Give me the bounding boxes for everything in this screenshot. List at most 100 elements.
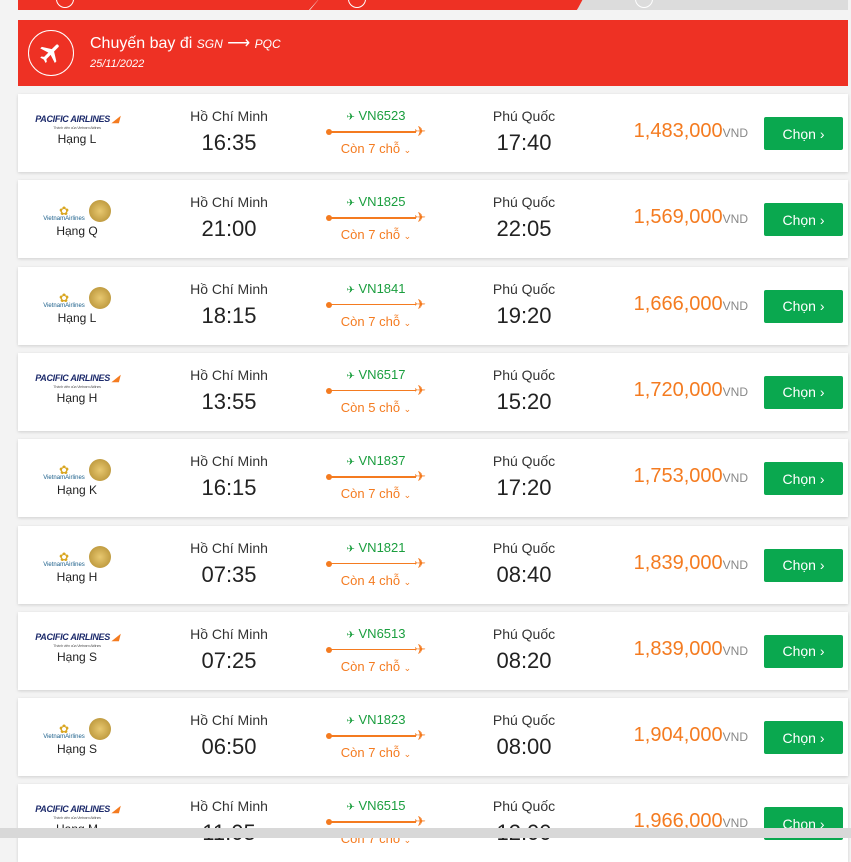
route-line: ✈ <box>326 123 426 139</box>
chevron-right-icon: › <box>819 384 825 401</box>
plane-icon: ✈ <box>346 284 355 296</box>
chevron-down-icon: ⌄ <box>403 749 412 760</box>
seats-dropdown[interactable]: Còn 7 chỗ ⌄ <box>340 313 412 329</box>
fare-class: Hạng H <box>56 390 98 405</box>
arrival-time: 19:20 <box>496 302 552 328</box>
skytrax-seal-icon <box>88 718 111 741</box>
progress-steps <box>18 0 848 10</box>
chevron-down-icon: ⌄ <box>403 662 412 673</box>
chevron-down-icon: ⌄ <box>403 576 412 587</box>
arrival-city: Phú Quốc <box>492 539 556 556</box>
vietnam-airlines-logo: ✿ VietnamAirlines <box>32 718 122 741</box>
departure-city: Hồ Chí Minh <box>190 194 268 211</box>
price: 1,720,000VND <box>633 378 748 401</box>
flight-number: ✈ VN1837 <box>346 453 406 469</box>
plane-icon: ✈ <box>414 209 426 226</box>
route-line: ✈ <box>326 727 426 743</box>
select-flight-button[interactable]: Chọn › <box>764 721 843 755</box>
seats-dropdown[interactable]: Còn 7 chỗ ⌄ <box>340 658 412 674</box>
chevron-right-icon: › <box>819 729 825 746</box>
fare-class: Hạng S <box>56 742 98 757</box>
route-line: ✈ <box>326 209 426 225</box>
seats-dropdown[interactable]: Còn 7 chỗ ⌄ <box>340 745 412 761</box>
arrival-city: Phú Quốc <box>492 453 556 470</box>
fare-class: Hạng K <box>56 483 98 498</box>
flight-number: ✈ VN1841 <box>346 280 406 296</box>
bottom-bar <box>0 828 851 838</box>
flight-number: ✈ VN1823 <box>346 712 406 728</box>
arrival-time: 08:40 <box>496 561 552 587</box>
flight-number: ✈ VN1821 <box>346 539 406 555</box>
plane-icon: ✈ <box>346 543 355 555</box>
chevron-down-icon: ⌄ <box>403 403 412 414</box>
departure-city: Hồ Chí Minh <box>190 712 268 729</box>
select-flight-button[interactable]: Chọn › <box>764 289 843 323</box>
flight-card: PACIFIC AIRLINES ◢ Thành viên của Vietnam… <box>18 352 848 431</box>
plane-icon: ✈ <box>346 457 355 469</box>
plane-icon: ✈ <box>414 813 426 830</box>
chevron-down-icon: ⌄ <box>403 145 412 155</box>
arrival-time: 08:00 <box>496 734 552 760</box>
chevron-right-icon: › <box>819 557 825 573</box>
plane-icon: ✈ <box>414 123 426 139</box>
plane-icon: ✈ <box>414 727 426 744</box>
header-title: Chuyến bay đi SGN ⟶ PQC <box>90 35 281 52</box>
select-flight-button[interactable]: Chọn › <box>764 462 843 496</box>
route-line: ✈ <box>326 813 426 829</box>
plane-icon: ✈ <box>414 468 426 485</box>
plane-icon: ✈ <box>414 381 426 398</box>
chevron-right-icon: › <box>819 125 825 142</box>
flight-number: ✈ VN1825 <box>346 194 406 210</box>
select-flight-button[interactable]: Chọn › <box>764 117 843 150</box>
departure-time: 06:50 <box>201 734 257 760</box>
arrival-time: 17:40 <box>496 130 552 155</box>
seats-dropdown[interactable]: Còn 5 chỗ ⌄ <box>340 399 412 415</box>
vietnam-airlines-logo: ✿ VietnamAirlines <box>32 545 122 568</box>
fare-class: Hạng L <box>57 132 97 146</box>
select-flight-button[interactable]: Chọn › <box>764 634 843 668</box>
departure-time: 16:15 <box>201 475 257 501</box>
departure-time: 21:00 <box>201 216 257 242</box>
skytrax-seal-icon <box>88 545 111 568</box>
departure-city: Hồ Chí Minh <box>190 108 268 124</box>
departure-city: Hồ Chí Minh <box>190 798 268 815</box>
select-flight-button[interactable]: Chọn › <box>764 203 843 237</box>
price: 1,666,000VND <box>633 292 748 315</box>
skytrax-seal-icon <box>88 286 111 309</box>
seats-dropdown[interactable]: Còn 7 chỗ ⌄ <box>340 227 412 243</box>
plane-icon: ✈ <box>414 295 426 312</box>
price: 1,753,000VND <box>633 465 748 488</box>
arrival-city: Phú Quốc <box>492 194 556 211</box>
select-flight-button[interactable]: Chọn › <box>764 548 843 582</box>
step-3 <box>577 0 848 10</box>
flight-number: ✈ VN6513 <box>346 625 406 641</box>
departure-time: 16:35 <box>201 130 257 155</box>
seats-dropdown[interactable]: Còn 7 chỗ ⌄ <box>340 141 412 156</box>
departure-time: 07:35 <box>201 561 257 587</box>
chevron-right-icon: › <box>819 470 825 487</box>
pacific-airlines-logo: PACIFIC AIRLINES ◢ Thành viên của Vietnam… <box>35 631 119 648</box>
chevron-down-icon: ⌄ <box>403 231 412 242</box>
select-flight-button[interactable]: Chọn › <box>764 375 843 409</box>
plane-icon: ✈ <box>346 198 355 210</box>
seats-dropdown[interactable]: Còn 7 chỗ ⌄ <box>340 486 412 502</box>
flight-card: PACIFIC AIRLINES ◢ Thành viên của Vietnam… <box>18 611 848 690</box>
plane-icon: ✈ <box>346 112 355 123</box>
arrival-city: Phú Quốc <box>492 280 556 297</box>
seats-dropdown[interactable]: Còn 4 chỗ ⌄ <box>340 572 412 588</box>
outbound-flight-header: Chuyến bay đi SGN ⟶ PQC 25/11/2022 <box>18 20 848 86</box>
departure-city: Hồ Chí Minh <box>190 625 268 642</box>
fare-class: Hạng L <box>57 310 97 325</box>
plane-icon: ✈ <box>414 640 426 657</box>
arrival-time: 08:20 <box>496 647 552 673</box>
arrival-city: Phú Quốc <box>492 712 556 729</box>
departure-city: Hồ Chí Minh <box>190 453 268 470</box>
flight-card: ✿ VietnamAirlines Hạng K Hồ Chí Minh 16:15… <box>18 439 848 518</box>
departure-city: Hồ Chí Minh <box>190 366 268 383</box>
price: 1,839,000VND <box>633 637 748 660</box>
flight-number: ✈ VN6517 <box>346 366 406 382</box>
skytrax-seal-icon <box>88 200 111 223</box>
flight-card: PACIFIC AIRLINES ◢ Thành viên của Vietnam… <box>18 784 848 862</box>
price: 1,966,000VND <box>633 810 748 833</box>
arrival-time: 15:20 <box>496 388 552 414</box>
